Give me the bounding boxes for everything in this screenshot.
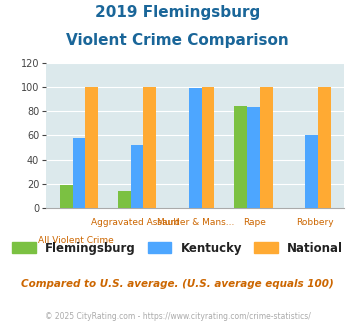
Bar [318,87,331,208]
Text: Robbery: Robbery [296,218,333,227]
Bar [202,87,214,208]
Text: © 2025 CityRating.com - https://www.cityrating.com/crime-statistics/: © 2025 CityRating.com - https://www.city… [45,312,310,321]
Bar [305,135,318,208]
Bar [143,87,156,208]
Text: Murder & Mans...: Murder & Mans... [157,218,234,227]
Bar [247,108,260,208]
Legend: Flemingsburg, Kentucky, National: Flemingsburg, Kentucky, National [7,237,348,259]
Text: 2019 Flemingsburg: 2019 Flemingsburg [95,5,260,20]
Text: Aggravated Assault: Aggravated Assault [91,218,180,227]
Bar [85,87,98,208]
Bar [189,88,202,208]
Text: All Violent Crime: All Violent Crime [38,236,114,245]
Text: Compared to U.S. average. (U.S. average equals 100): Compared to U.S. average. (U.S. average … [21,279,334,289]
Bar [131,145,143,208]
Bar [234,106,247,208]
Text: Violent Crime Comparison: Violent Crime Comparison [66,33,289,48]
Bar [260,87,273,208]
Bar [60,185,72,208]
Bar [118,191,131,208]
Bar [72,138,85,208]
Text: Rape: Rape [244,218,266,227]
